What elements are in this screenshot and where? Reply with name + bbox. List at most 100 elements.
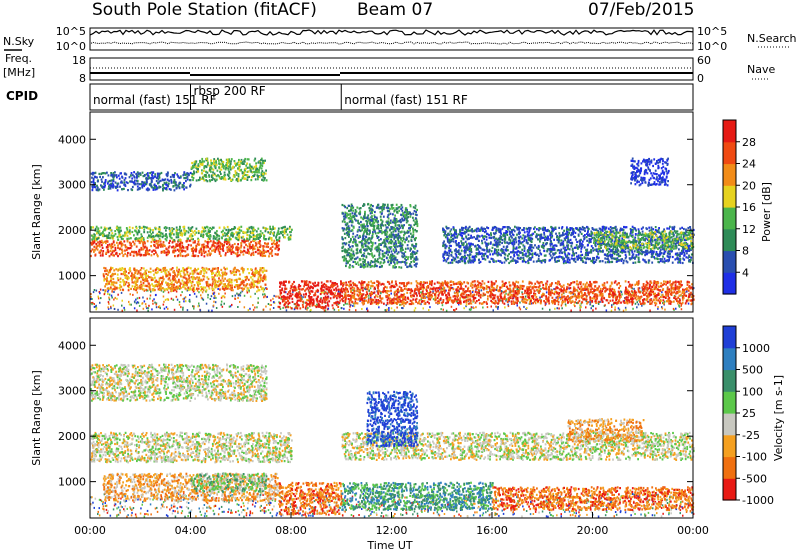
echo-cell — [269, 228, 271, 230]
noise-cell — [134, 301, 136, 303]
echo-cell — [245, 232, 247, 234]
echo-cell — [154, 241, 156, 243]
noise-cell — [443, 309, 445, 311]
noise-cell — [221, 301, 223, 303]
radar-summary-plot: South Pole Station (fitACF) Beam 07 07/F… — [0, 0, 800, 554]
noise-cell — [611, 304, 613, 306]
echo-cell — [110, 250, 112, 252]
echo-cell — [287, 234, 289, 236]
noise-cell — [152, 303, 154, 305]
echo-cell — [224, 232, 226, 234]
echo-cell — [191, 237, 193, 239]
echo-cell — [115, 249, 117, 251]
echo-cell — [232, 245, 234, 247]
echo-cell — [144, 226, 146, 228]
echo-cell — [281, 231, 283, 233]
noise-cell — [216, 307, 218, 309]
echo-cell — [133, 234, 135, 236]
echo-cell — [213, 249, 215, 251]
echo-cell — [250, 254, 252, 256]
echo-cell — [186, 240, 188, 242]
echo-cell — [226, 246, 228, 248]
echo-cell — [179, 227, 181, 229]
noise-cell — [146, 306, 148, 308]
noise-cell — [182, 309, 184, 311]
echo-cell — [122, 235, 124, 237]
noise-cell — [265, 306, 267, 308]
echo-cell — [126, 238, 128, 240]
echo-cell — [250, 236, 252, 238]
noise-cell — [267, 296, 269, 298]
echo-cell — [187, 248, 189, 250]
echo-cell — [151, 241, 153, 243]
noise-cell — [688, 303, 690, 305]
echo-cell — [194, 249, 196, 251]
noise-cell — [246, 290, 248, 292]
nave-tick-top: 60 — [697, 54, 711, 67]
echo-cell — [92, 236, 94, 238]
echo-cell — [256, 236, 258, 238]
noise-cell — [361, 308, 363, 310]
echo-cell — [157, 241, 159, 243]
echo-cell — [189, 240, 191, 242]
echo-cell — [181, 249, 183, 251]
echo-cell — [239, 236, 241, 238]
noise-cell — [231, 304, 233, 306]
echo-cell — [184, 255, 186, 257]
noise-cell — [466, 304, 468, 306]
noise-cell — [165, 299, 167, 301]
echo-cell — [147, 237, 149, 239]
echo-cell — [218, 249, 220, 251]
noise-cell — [495, 306, 497, 308]
noise-cell — [388, 309, 390, 311]
noise-cell — [137, 292, 139, 294]
noise-cell — [481, 289, 483, 291]
noise-cell — [196, 296, 198, 298]
noise-cell — [258, 297, 260, 299]
noise-cell — [349, 309, 351, 311]
noise-cell — [591, 307, 593, 309]
echo-cell — [123, 240, 125, 242]
echo-cell — [196, 228, 198, 230]
echo-cell — [130, 244, 132, 246]
echo-cell — [147, 251, 149, 253]
echo-cell — [208, 229, 210, 231]
echo-cell — [127, 252, 129, 254]
echo-cell — [106, 246, 108, 248]
noise-cell — [661, 291, 663, 293]
noise-cell — [98, 297, 100, 299]
echo-cell — [142, 241, 144, 243]
noise-cell — [99, 292, 101, 294]
echo-cell — [126, 254, 128, 256]
echo-cell — [113, 254, 115, 256]
echo-cell — [221, 236, 223, 238]
echo-cell — [256, 243, 258, 245]
echo-cell — [139, 242, 141, 244]
echo-cell — [162, 251, 164, 253]
echo-cell — [215, 238, 217, 240]
noise-cell — [253, 309, 255, 311]
noise-cell — [394, 309, 396, 311]
noise-cell — [108, 297, 110, 299]
echo-cell — [109, 237, 111, 239]
echo-cell — [273, 240, 275, 242]
echo-cell — [149, 249, 151, 251]
noise-cell — [137, 301, 139, 303]
echo-cell — [253, 228, 255, 230]
noise-cell — [322, 292, 324, 294]
echo-cell — [156, 234, 158, 236]
noise-cell — [177, 299, 179, 301]
echo-cell — [153, 244, 155, 246]
echo-cell — [272, 246, 274, 248]
echo-cell — [106, 252, 108, 254]
noise-cell — [167, 308, 169, 310]
echo-cell — [155, 228, 157, 230]
echo-cell — [129, 231, 131, 233]
noise-cell — [272, 298, 274, 300]
echo-cell — [114, 244, 116, 246]
echo-cell — [271, 255, 273, 257]
echo-cell — [222, 245, 224, 247]
noise-cell — [368, 290, 370, 292]
echo-cell — [91, 238, 93, 240]
noise-cell — [207, 296, 209, 298]
